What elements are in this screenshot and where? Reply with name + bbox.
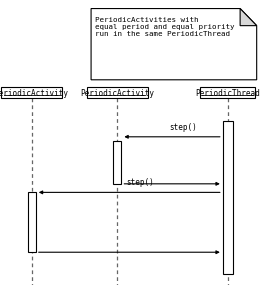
Text: step(): step(): [169, 123, 197, 132]
FancyBboxPatch shape: [1, 87, 62, 98]
FancyBboxPatch shape: [28, 192, 36, 252]
Text: PeriodicThread: PeriodicThread: [195, 89, 260, 98]
Text: PeriodicActivity: PeriodicActivity: [80, 89, 154, 98]
FancyBboxPatch shape: [223, 121, 233, 274]
Polygon shape: [91, 9, 257, 80]
Polygon shape: [240, 9, 257, 26]
FancyBboxPatch shape: [87, 87, 148, 98]
FancyBboxPatch shape: [200, 87, 255, 98]
Text: PeriodicActivity: PeriodicActivity: [0, 89, 69, 98]
Text: PeriodicActivities with
equal period and equal priority
run in the same Periodic: PeriodicActivities with equal period and…: [95, 17, 235, 37]
Text: step(): step(): [126, 178, 154, 187]
FancyBboxPatch shape: [113, 141, 121, 184]
